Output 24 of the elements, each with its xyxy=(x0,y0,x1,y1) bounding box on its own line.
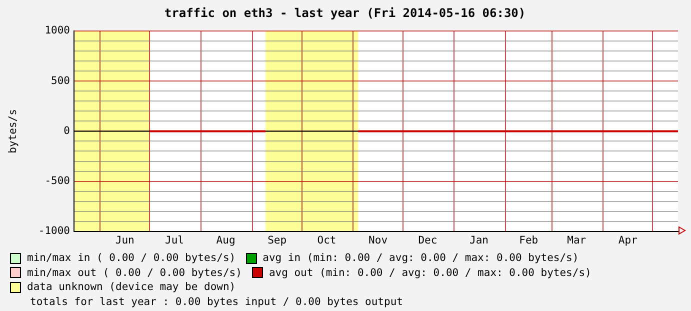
text: min/max out ( 0.00 / 0.00 bytes/s) xyxy=(27,266,242,278)
y-tick-label: -500 xyxy=(44,175,70,188)
x-tick-label: Dec xyxy=(418,234,438,246)
x-tick-label: Nov xyxy=(368,234,388,246)
x-tick-label: Apr xyxy=(618,234,638,246)
text: avg out (min: 0.00 / avg: 0.00 / max: 0.00 bytes/s) xyxy=(268,266,592,278)
x-tick-label: Sep xyxy=(268,234,287,246)
y-tick-label: 500 xyxy=(51,74,70,87)
text: min/max in ( 0.00 / 0.00 bytes/s) xyxy=(27,252,236,264)
x-tick-label: Aug xyxy=(216,234,236,246)
y-axis-title: bytes/s xyxy=(7,109,19,154)
y-tick-label: 1000 xyxy=(44,24,70,37)
chart-title: traffic on eth3 - last year (Fri 2014-05-16 06:30) xyxy=(164,6,526,20)
y-tick-label: 0 xyxy=(64,124,70,137)
x-tick-label: Mar xyxy=(567,234,586,246)
x-tick-label: Oct xyxy=(317,234,336,246)
y-tick-label: -1000 xyxy=(38,225,70,238)
text: avg in (min: 0.00 / avg: 0.00 / max: 0.00 bytes/s) xyxy=(262,252,579,264)
x-tick-label: Jul xyxy=(165,234,184,246)
x-tick-label: Feb xyxy=(519,234,538,246)
x-tick-label: Jun xyxy=(115,234,134,246)
legend-label: data unknown (device may be down) xyxy=(27,280,236,294)
x-tick-label: Jan xyxy=(469,234,488,246)
text: totals for last year : 0.00 bytes input / 0.00 bytes output xyxy=(29,294,404,309)
